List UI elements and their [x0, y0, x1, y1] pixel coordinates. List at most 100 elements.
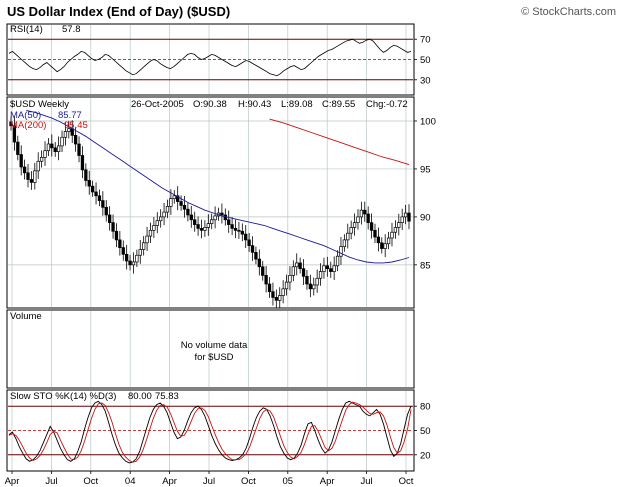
price-candle [267, 277, 272, 298]
sto-k-value: 80.00 [128, 391, 152, 402]
price-candle [356, 209, 360, 230]
price-candle [397, 213, 401, 236]
price-candle [271, 282, 275, 306]
x-tick-label: 05 [283, 476, 294, 487]
price-grid [8, 98, 413, 307]
x-tick-label: Oct [241, 476, 256, 487]
sto-k-line [8, 400, 412, 464]
price-y-tick-label: 95 [420, 164, 431, 175]
rsi-reference-lines [8, 38, 413, 81]
price-candle [240, 223, 244, 242]
price-candle [22, 159, 27, 180]
price-candle [352, 213, 357, 236]
price-candle [380, 237, 384, 254]
price-candle [114, 223, 119, 248]
price-candles [9, 116, 411, 308]
price-candle [369, 213, 374, 239]
price-candle [312, 277, 316, 296]
price-candle [247, 233, 251, 252]
price-candle [403, 204, 408, 225]
price-candle [162, 202, 166, 226]
price-candle [172, 190, 176, 204]
price-candle [176, 186, 180, 211]
price-candle [196, 216, 200, 236]
price-candle [206, 214, 210, 236]
price-candle [101, 191, 105, 216]
volume-panel: Volume No volume data for $USD [6, 309, 415, 389]
sto-y-tick-label: 20 [420, 450, 431, 461]
rsi-panel: RSI(14) 57.8 70 50 30 [6, 23, 431, 96]
x-tick-label: Apr [5, 476, 20, 487]
price-candle [199, 219, 204, 239]
price-candle [407, 204, 411, 230]
price-candle [145, 226, 149, 252]
price-candle [29, 171, 34, 190]
ma50-line [26, 109, 410, 264]
rsi-line [8, 38, 412, 77]
price-candle [284, 274, 289, 296]
price-candle [278, 287, 282, 308]
price-candle [376, 227, 381, 252]
price-candle [390, 222, 394, 247]
price-change: Chg:-0.72 [366, 99, 408, 110]
price-candle [179, 195, 183, 211]
price-frame [6, 96, 415, 309]
price-candle [46, 138, 51, 157]
chart-title: US Dollar Index (End of Day) ($USD) [7, 4, 230, 19]
price-candle [67, 120, 71, 139]
price-candle [118, 231, 122, 256]
sto-d-line [8, 401, 412, 463]
price-candle [366, 206, 370, 230]
price-candle [244, 225, 248, 249]
price-candle [298, 257, 302, 274]
price-candle [305, 270, 309, 290]
x-tick-label: Apr [162, 476, 177, 487]
price-candle [386, 231, 391, 250]
price-candle [56, 136, 61, 161]
x-tick-label: Jul [45, 476, 57, 487]
rsi-y-tick-label: 30 [420, 75, 431, 86]
price-candle [138, 239, 142, 264]
rsi-value: 57.8 [62, 24, 81, 35]
price-candle [33, 162, 37, 190]
price-candle [213, 206, 217, 229]
price-candle [121, 240, 125, 261]
price-candle [210, 213, 214, 230]
x-tick-label: Jul [361, 476, 373, 487]
price-candle [373, 223, 377, 243]
rsi-label: RSI(14) [10, 24, 43, 35]
no-volume-message-line1: No volume data [181, 340, 248, 351]
stochastic-panel: Slow STO %K(14) %D(3) 80.00 75.83 80 50 20 [6, 389, 431, 472]
price-candle [39, 150, 44, 168]
stockcharts-brand[interactable]: © StockCharts.com [521, 6, 616, 18]
price-candle [189, 206, 193, 228]
ma200-line [269, 118, 410, 166]
price-candle [77, 136, 81, 163]
ma50-legend-name: MA(50) [10, 110, 41, 121]
x-tick-label: Apr [320, 476, 335, 487]
price-candle [383, 234, 387, 258]
price-candle [261, 260, 265, 281]
x-tick-label: 04 [125, 476, 136, 487]
price-candle [301, 259, 306, 285]
sto-d-value: 75.83 [155, 391, 179, 402]
price-candle [288, 266, 292, 291]
price-candle [84, 163, 88, 187]
price-candle [131, 252, 136, 274]
price-candle [230, 217, 234, 236]
ma200-legend-name: MA(200) [10, 120, 46, 131]
ma50-legend-value: 85.77 [58, 110, 82, 121]
price-close: C:89.55 [322, 99, 355, 110]
price-candle [250, 236, 255, 261]
price-candle [87, 170, 91, 195]
price-candle [155, 212, 159, 234]
price-candle [186, 202, 190, 222]
price-candle [400, 208, 404, 230]
price-candle [94, 182, 98, 205]
price-candle [227, 210, 231, 233]
price-high: H:90.43 [238, 99, 271, 110]
price-candle [19, 145, 23, 176]
price-candle [125, 244, 129, 270]
price-candle [36, 152, 40, 179]
